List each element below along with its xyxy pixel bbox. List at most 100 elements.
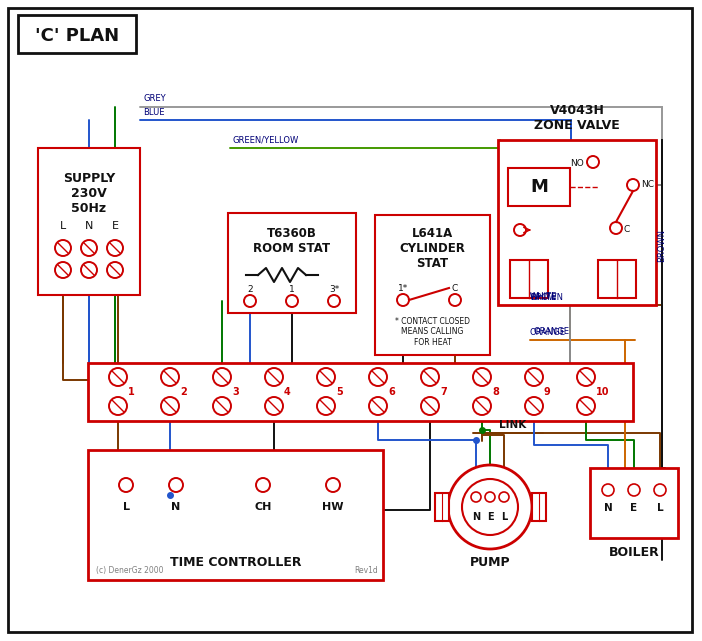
Circle shape (328, 295, 340, 307)
Text: ROOM STAT: ROOM STAT (253, 242, 331, 254)
Text: Rev1d: Rev1d (355, 566, 378, 575)
Text: L: L (123, 502, 129, 512)
Text: 3: 3 (232, 387, 239, 397)
Text: CH: CH (254, 502, 272, 512)
Text: BROWN: BROWN (530, 293, 563, 302)
Text: 1: 1 (128, 387, 135, 397)
Text: 3*: 3* (329, 285, 339, 294)
Text: 10: 10 (596, 387, 609, 397)
Circle shape (473, 368, 491, 386)
Text: NO: NO (570, 158, 584, 167)
Text: BOILER: BOILER (609, 545, 659, 558)
Circle shape (602, 484, 614, 496)
Circle shape (81, 240, 97, 256)
Circle shape (213, 397, 231, 415)
Text: 'C' PLAN: 'C' PLAN (35, 27, 119, 45)
Text: 8: 8 (492, 387, 499, 397)
Circle shape (317, 397, 335, 415)
Text: 1*: 1* (398, 283, 408, 292)
FancyBboxPatch shape (88, 363, 633, 421)
Text: HW: HW (322, 502, 344, 512)
Circle shape (514, 224, 526, 236)
Text: BLUE: BLUE (143, 108, 164, 117)
Text: ORANGE: ORANGE (530, 328, 566, 337)
Circle shape (654, 484, 666, 496)
Circle shape (525, 397, 543, 415)
Circle shape (421, 368, 439, 386)
Circle shape (109, 397, 127, 415)
Circle shape (55, 240, 71, 256)
Circle shape (473, 397, 491, 415)
Text: 9: 9 (544, 387, 551, 397)
Text: T6360B: T6360B (267, 226, 317, 240)
Text: N: N (472, 512, 480, 522)
Circle shape (610, 222, 622, 234)
Text: PUMP: PUMP (470, 556, 510, 569)
Text: * CONTACT CLOSED
MEANS CALLING
FOR HEAT: * CONTACT CLOSED MEANS CALLING FOR HEAT (395, 317, 470, 347)
FancyBboxPatch shape (510, 260, 548, 298)
Circle shape (462, 479, 518, 535)
Circle shape (471, 492, 481, 502)
Text: ZONE VALVE: ZONE VALVE (534, 119, 620, 131)
Circle shape (499, 492, 509, 502)
Text: 1: 1 (289, 285, 295, 294)
FancyBboxPatch shape (508, 168, 570, 206)
FancyBboxPatch shape (590, 468, 678, 538)
FancyBboxPatch shape (38, 148, 140, 295)
Circle shape (286, 295, 298, 307)
FancyBboxPatch shape (498, 140, 656, 305)
Text: NC: NC (641, 179, 654, 188)
Circle shape (317, 368, 335, 386)
Circle shape (577, 397, 595, 415)
Text: E: E (112, 221, 119, 231)
Circle shape (265, 397, 283, 415)
Circle shape (119, 478, 133, 492)
Text: 6: 6 (388, 387, 395, 397)
Circle shape (109, 368, 127, 386)
Circle shape (161, 368, 179, 386)
Circle shape (397, 294, 409, 306)
Text: 2: 2 (247, 285, 253, 294)
FancyBboxPatch shape (18, 15, 136, 53)
Text: 5: 5 (336, 387, 343, 397)
Circle shape (265, 368, 283, 386)
Circle shape (369, 368, 387, 386)
Text: TIME CONTROLLER: TIME CONTROLLER (170, 556, 301, 569)
Circle shape (587, 156, 599, 168)
FancyBboxPatch shape (88, 450, 383, 580)
Text: STAT: STAT (416, 256, 449, 269)
Text: M: M (530, 178, 548, 196)
Text: WHITE: WHITE (530, 293, 557, 302)
Text: SUPPLY
230V
50Hz: SUPPLY 230V 50Hz (63, 172, 115, 215)
Text: L: L (501, 512, 507, 522)
Text: WHITE: WHITE (530, 292, 557, 301)
Text: 4: 4 (284, 387, 291, 397)
Circle shape (81, 262, 97, 278)
Circle shape (628, 484, 640, 496)
Circle shape (627, 179, 639, 191)
Circle shape (577, 368, 595, 386)
FancyBboxPatch shape (598, 260, 636, 298)
Text: L641A: L641A (412, 226, 453, 240)
Text: C: C (452, 283, 458, 292)
Text: N: N (85, 221, 93, 231)
Circle shape (421, 397, 439, 415)
Text: ORANGE: ORANGE (533, 327, 569, 336)
Circle shape (55, 262, 71, 278)
FancyBboxPatch shape (532, 493, 546, 521)
Text: 2: 2 (180, 387, 187, 397)
FancyBboxPatch shape (228, 213, 356, 313)
FancyBboxPatch shape (375, 215, 490, 355)
Circle shape (169, 478, 183, 492)
Circle shape (107, 262, 123, 278)
Circle shape (326, 478, 340, 492)
Circle shape (525, 368, 543, 386)
Text: E: E (486, 512, 494, 522)
Text: N: N (171, 502, 180, 512)
Circle shape (369, 397, 387, 415)
Text: N: N (604, 503, 612, 513)
Text: GREEN/YELLOW: GREEN/YELLOW (232, 135, 298, 144)
Circle shape (256, 478, 270, 492)
Circle shape (448, 465, 532, 549)
Text: V4043H: V4043H (550, 103, 604, 117)
